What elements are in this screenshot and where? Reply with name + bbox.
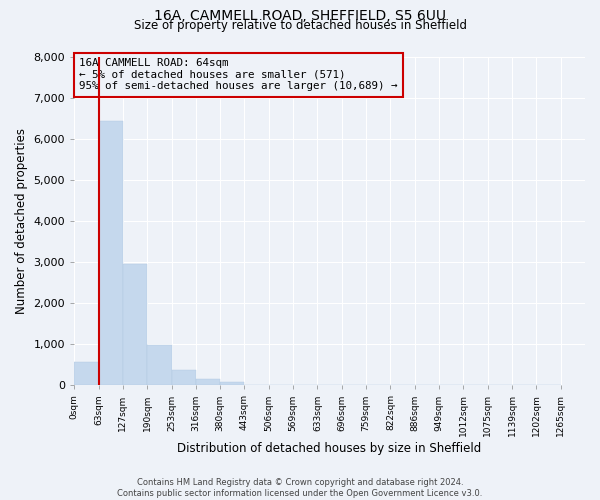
Bar (220, 382, 244, 386)
Text: 16A, CAMMELL ROAD, SHEFFIELD, S5 6UU: 16A, CAMMELL ROAD, SHEFFIELD, S5 6UU (154, 9, 446, 23)
Text: Contains HM Land Registry data © Crown copyright and database right 2024.
Contai: Contains HM Land Registry data © Crown c… (118, 478, 482, 498)
Bar (196, 379, 220, 386)
Text: 16A CAMMELL ROAD: 64sqm
← 5% of detached houses are smaller (571)
95% of semi-de: 16A CAMMELL ROAD: 64sqm ← 5% of detached… (79, 58, 398, 92)
Text: Size of property relative to detached houses in Sheffield: Size of property relative to detached ho… (133, 19, 467, 32)
Y-axis label: Number of detached properties: Number of detached properties (15, 128, 28, 314)
Bar (98, 120, 123, 386)
Bar (147, 344, 172, 386)
Bar (123, 264, 147, 386)
Bar (74, 362, 98, 386)
X-axis label: Distribution of detached houses by size in Sheffield: Distribution of detached houses by size … (178, 442, 482, 455)
Bar (172, 370, 196, 386)
